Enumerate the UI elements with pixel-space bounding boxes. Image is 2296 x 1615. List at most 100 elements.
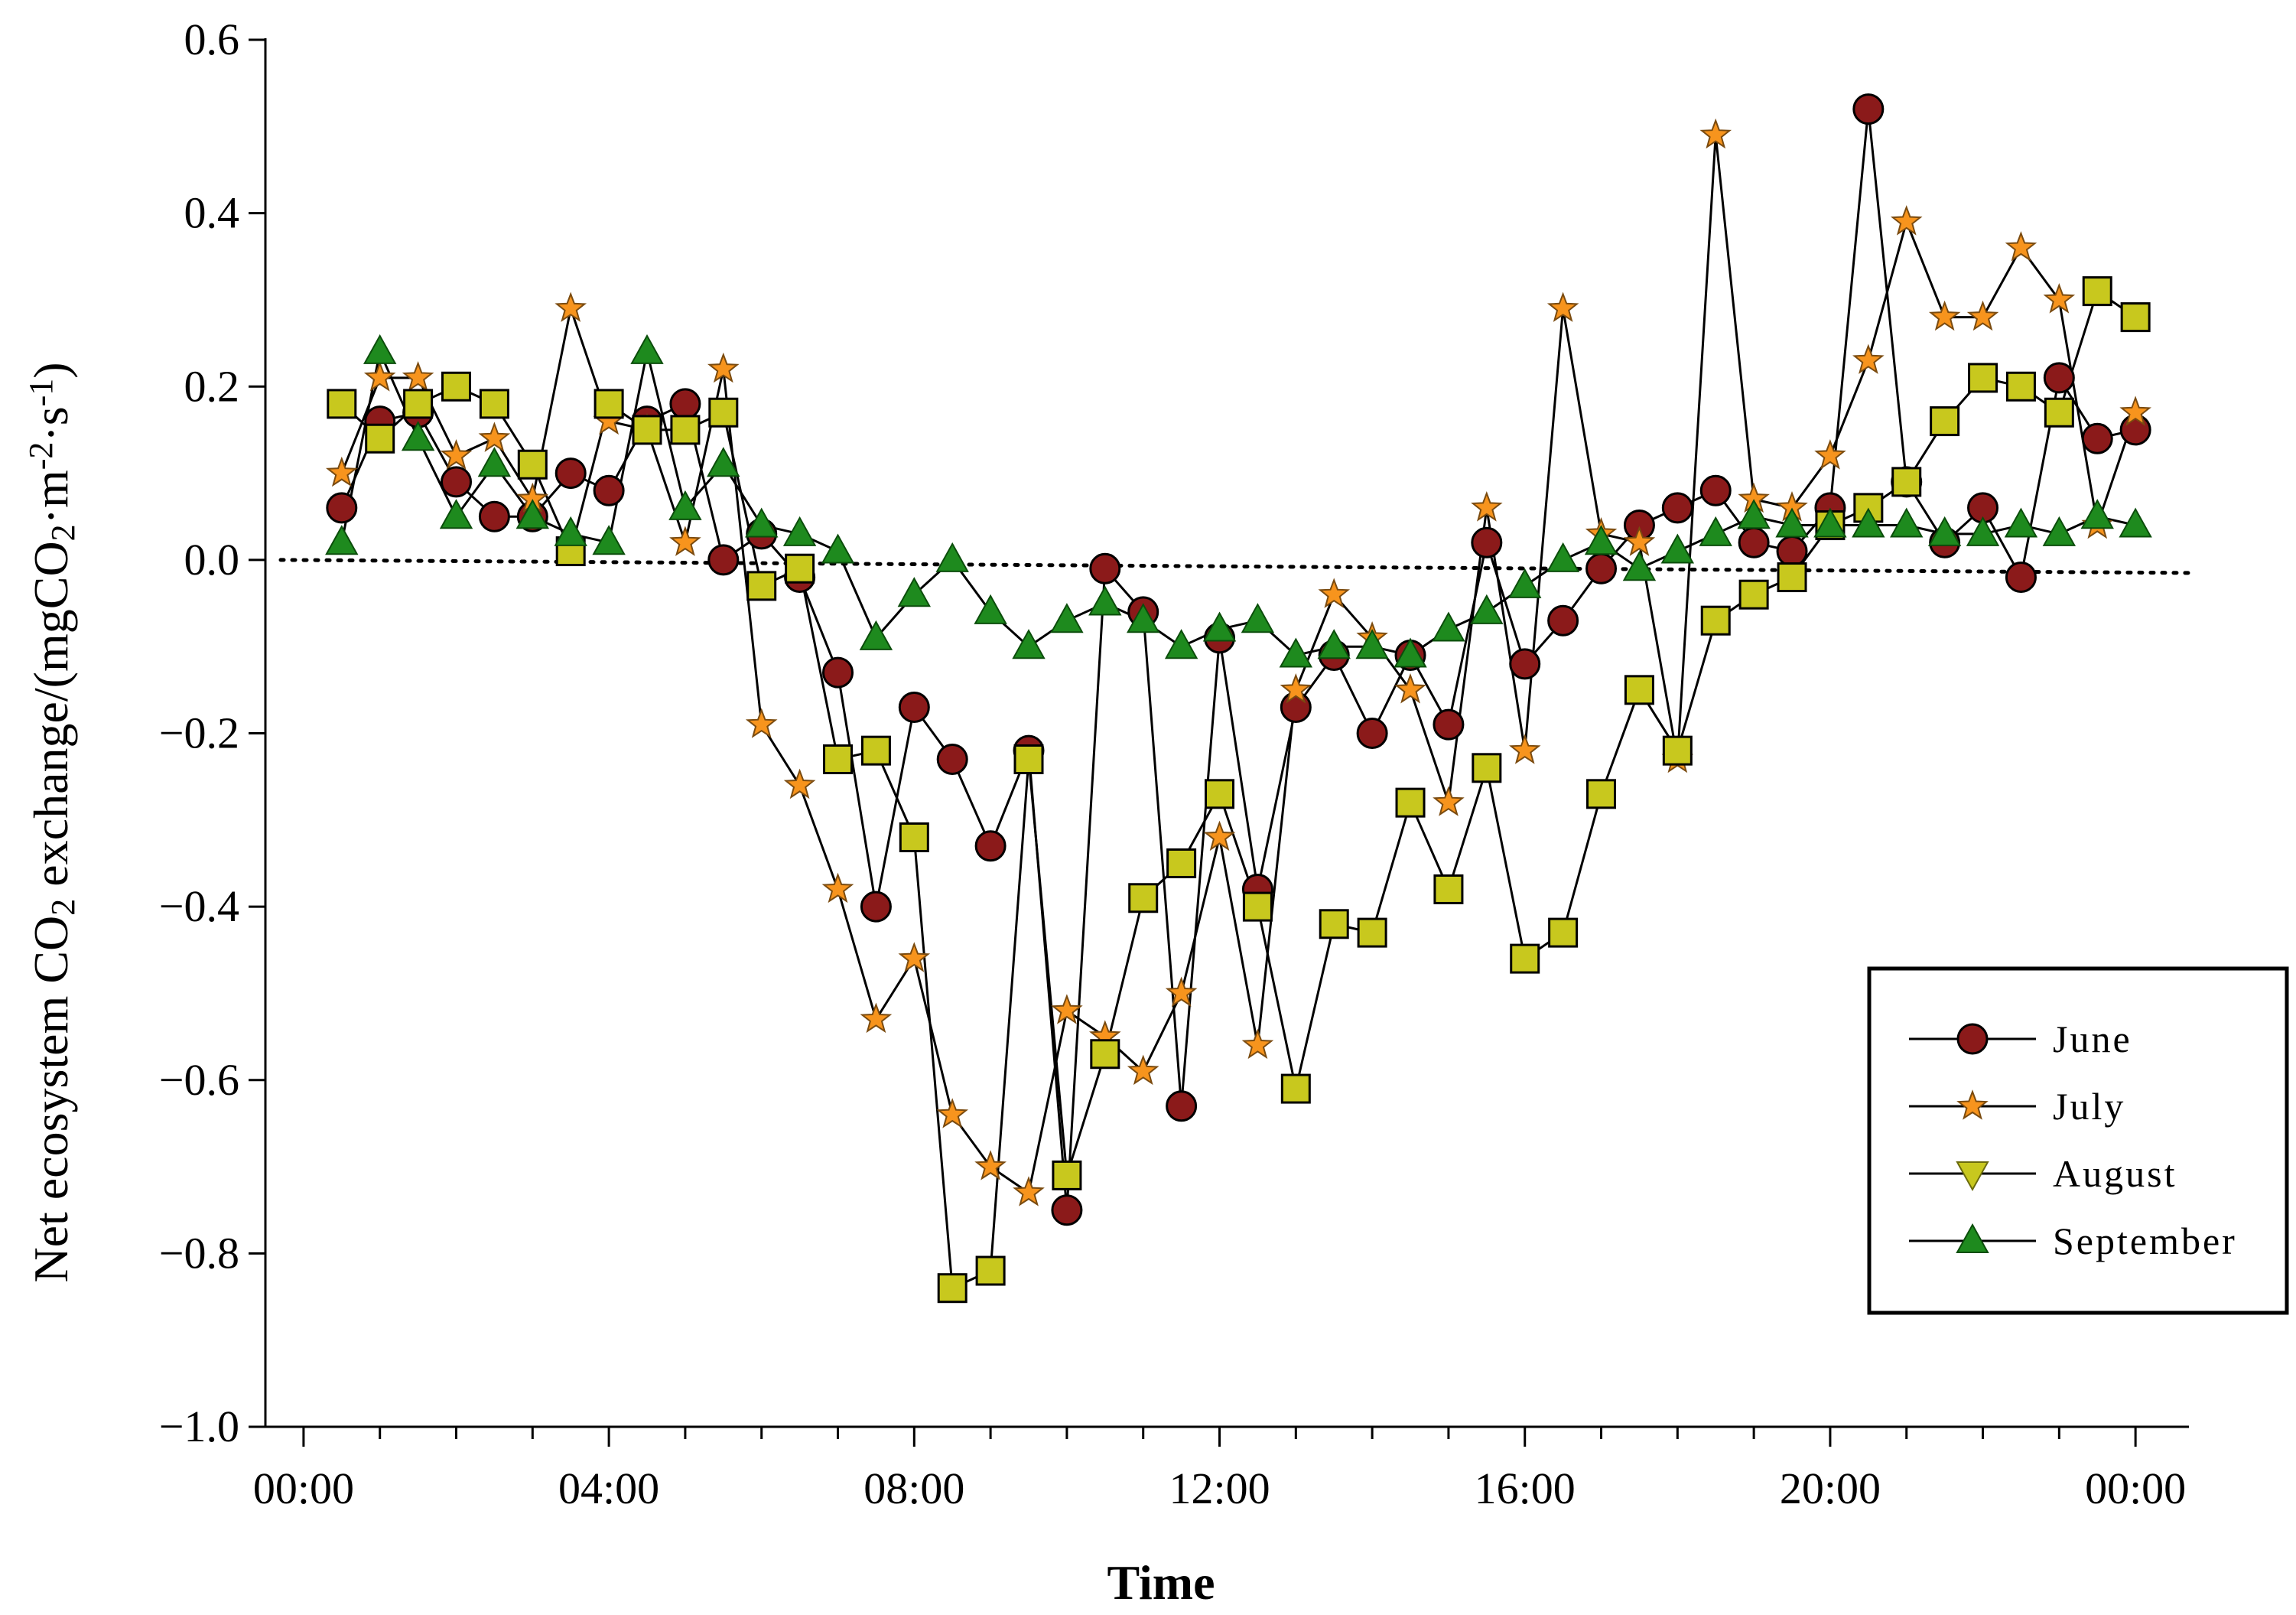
data-point-september — [1470, 594, 1504, 624]
data-point-august — [1090, 1039, 1120, 1070]
data-point-september — [592, 525, 626, 555]
data-point-august — [1586, 779, 1617, 809]
data-point-august — [746, 571, 777, 601]
data-point-june — [1738, 526, 1770, 558]
data-point-august — [1319, 909, 1349, 939]
data-point-august — [899, 822, 929, 852]
data-point-august — [1357, 917, 1387, 948]
data-point-june — [441, 466, 473, 498]
data-point-july — [554, 291, 587, 322]
data-point-september — [1050, 603, 1084, 633]
x-axis-title: Time — [1107, 1555, 1215, 1610]
y-tick-label: 0.6 — [184, 15, 240, 64]
y-tick-label: 0.4 — [184, 188, 240, 238]
data-point-june — [1661, 492, 1693, 524]
data-point-august — [327, 389, 357, 419]
legend-entry-august: August — [1909, 1152, 2174, 1195]
data-point-august — [1052, 1160, 1082, 1190]
data-point-july — [2119, 396, 2151, 426]
data-point-september — [897, 577, 932, 607]
data-point-august — [632, 415, 662, 445]
data-point-september — [1241, 603, 1275, 633]
data-point-june — [1852, 93, 1885, 125]
data-point-august — [594, 389, 624, 419]
data-point-september — [1775, 507, 1809, 538]
data-point-august — [860, 735, 891, 766]
legend: June July August September — [1867, 966, 2289, 1315]
data-point-september — [1584, 525, 1618, 555]
data-point-june — [1051, 1194, 1083, 1226]
series-line-august — [340, 289, 2136, 1290]
data-point-august — [1700, 605, 1731, 636]
y-axis-title-part: exchange/(mgCO — [24, 541, 78, 898]
legend-label: September — [2053, 1219, 2237, 1262]
data-point-june — [898, 692, 930, 724]
data-point-september — [821, 533, 855, 564]
x-tick-label: 08:00 — [863, 1464, 964, 1513]
data-point-july — [707, 352, 740, 383]
data-point-june — [478, 500, 510, 532]
data-point-july — [1433, 786, 1465, 816]
y-axis-title-superscript: -2 — [22, 442, 60, 470]
y-axis-title-part: Net ecosystem CO — [24, 916, 78, 1283]
data-point-august — [1548, 917, 1579, 948]
y-axis-title: Net ecosystem CO2 exchange/(mgCO2·m-2·s-… — [22, 362, 82, 1282]
data-point-july — [478, 422, 511, 452]
data-point-august — [1510, 943, 1540, 974]
y-axis-title-superscript: -1 — [22, 379, 60, 407]
data-point-september — [1127, 603, 1160, 633]
legend-label: June — [2053, 1018, 2132, 1060]
data-point-july — [898, 942, 931, 972]
data-point-september — [363, 334, 397, 364]
legend-box — [1867, 966, 2289, 1315]
data-point-september — [325, 525, 359, 555]
data-point-july — [1890, 205, 1923, 236]
data-point-july — [821, 872, 854, 904]
data-point-june — [2043, 362, 2075, 394]
data-point-august — [937, 1273, 968, 1304]
data-point-august — [2044, 397, 2074, 428]
data-point-september — [1012, 629, 1046, 659]
data-point-september — [1890, 507, 1924, 538]
data-point-july — [1546, 291, 1579, 322]
data-point-august — [441, 371, 472, 402]
data-point-june — [2119, 414, 2151, 446]
data-point-september — [782, 516, 817, 546]
series-layer — [325, 93, 2152, 1304]
data-point-august — [708, 397, 739, 428]
data-point-september — [974, 594, 1007, 624]
legend-label: July — [2053, 1085, 2125, 1128]
data-point-september — [401, 421, 435, 451]
data-point-july — [669, 526, 701, 556]
plot-area — [278, 558, 2191, 575]
data-point-june — [1509, 648, 1541, 680]
y-axis: 0.6 0.4 0.2 0.0 −0.2 −0.4 −0.6 −0.8 −1.0 — [159, 15, 267, 1451]
data-point-august — [1166, 848, 1197, 878]
data-point-september — [630, 334, 664, 364]
data-point-june — [974, 830, 1007, 862]
data-point-july — [783, 768, 816, 799]
data-point-september — [859, 620, 893, 650]
data-point-june — [1547, 604, 1579, 637]
data-point-july — [1508, 734, 1541, 764]
data-point-july — [1241, 1028, 1274, 1060]
data-point-august — [975, 1255, 1006, 1286]
legend-entry-september: September — [1909, 1219, 2237, 1262]
data-point-september — [1317, 629, 1351, 659]
data-point-june — [707, 544, 740, 576]
data-point-july — [1127, 1054, 1159, 1086]
data-point-august — [1930, 406, 1960, 437]
data-point-august — [403, 389, 434, 419]
y-tick-label: −0.2 — [159, 708, 239, 758]
data-point-june — [593, 474, 625, 506]
data-point-august — [1242, 891, 1273, 922]
series-markers-september — [325, 334, 2152, 668]
data-point-june — [1471, 526, 1503, 558]
data-point-july — [363, 361, 396, 392]
data-point-august — [1777, 562, 1807, 593]
data-point-july — [2043, 283, 2076, 314]
data-point-june — [1776, 536, 1808, 568]
data-point-july — [1623, 526, 1656, 556]
data-point-august — [2005, 371, 2036, 402]
y-axis-title-part: ·s — [24, 406, 78, 441]
